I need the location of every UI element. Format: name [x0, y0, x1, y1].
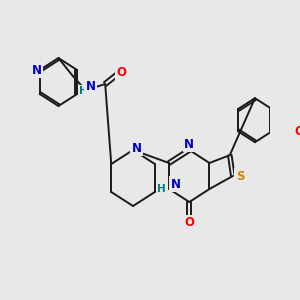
Text: N: N	[32, 64, 42, 76]
Text: N: N	[86, 80, 96, 92]
Text: N: N	[132, 142, 142, 154]
Text: O: O	[294, 125, 300, 138]
Text: O: O	[116, 65, 126, 79]
Text: H: H	[158, 184, 166, 194]
Text: O: O	[184, 217, 194, 230]
Text: H: H	[79, 86, 88, 96]
Text: S: S	[236, 169, 244, 182]
Text: N: N	[171, 178, 181, 190]
Text: N: N	[184, 137, 194, 151]
